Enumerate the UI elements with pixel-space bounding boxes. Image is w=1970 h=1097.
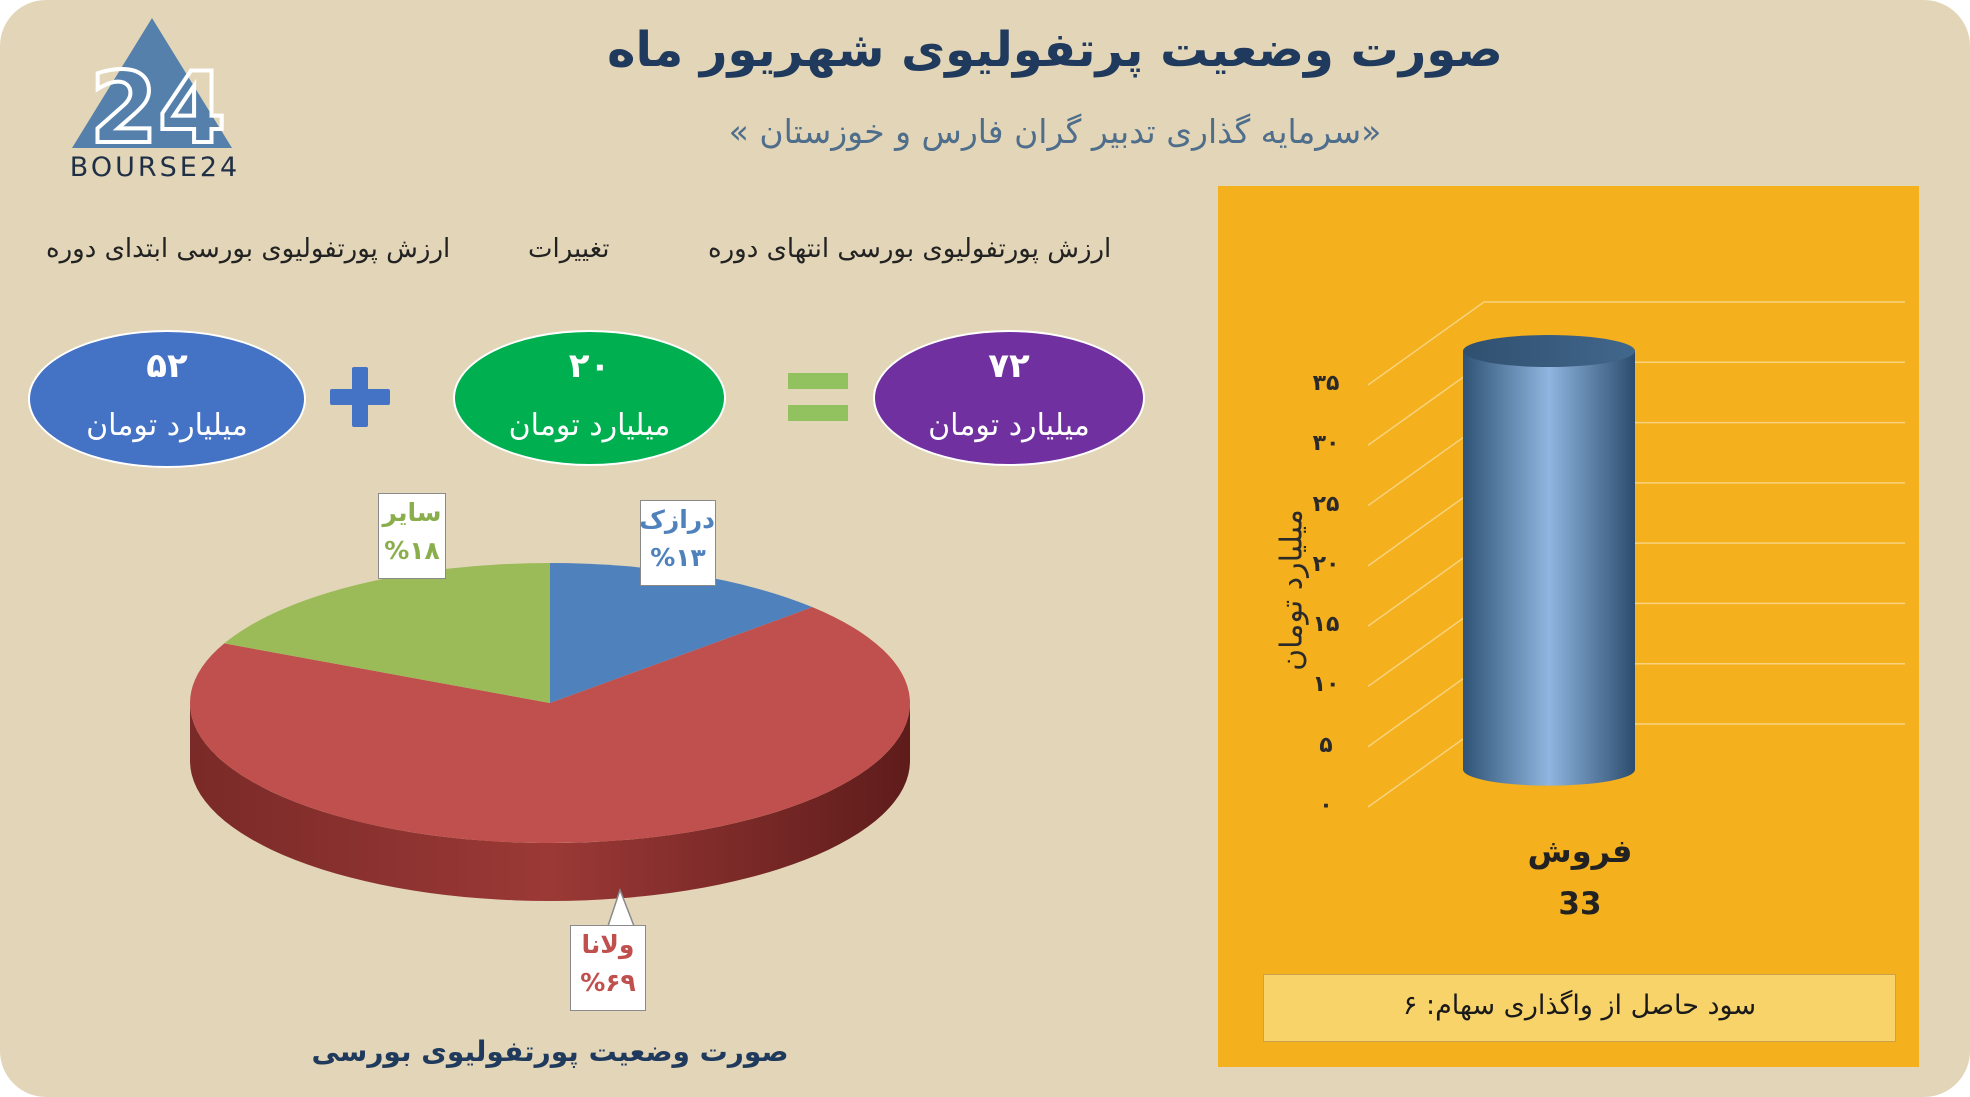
bar-gridline [1367, 542, 1905, 627]
page-title: صورت وضعیت پرتفولیوی شهریور ماه [607, 22, 1503, 78]
bar-y-tick-label: ۳۰ [1312, 431, 1340, 457]
bar-gridline [1367, 662, 1905, 748]
pie-label-vlana-name: ولانا [581, 930, 635, 959]
end-value-ellipse: ۷۲ میلیارد تومان [873, 330, 1145, 466]
plus-icon [330, 367, 390, 427]
bar-y-tick-label: ۲۵ [1312, 491, 1340, 517]
pie-label-darazak: درازک %۱۳ [639, 500, 716, 586]
bar-y-axis-label: میلیارد تومان [1274, 509, 1310, 671]
end-value-number: ۷۲ [988, 346, 1030, 386]
bar-gridline [1367, 421, 1905, 507]
pie-label-vlana: ولانا %۶۹ [570, 925, 646, 1011]
bar-y-tick-label: ۰ [1319, 793, 1333, 818]
bar-cylinder [1463, 351, 1635, 786]
equals-icon [788, 373, 848, 423]
pie-label-sayer: سایر %۱۸ [378, 493, 446, 579]
pie-slice-2 [224, 563, 550, 703]
profit-box: سود حاصل از واگذاری سهام: ۶ [1263, 974, 1896, 1042]
bar-gridline [1367, 602, 1905, 688]
pie-label-sayer-value: %۱۸ [384, 536, 440, 565]
bar-value-label: 33 [1558, 886, 1602, 922]
pie-label-darazak-value: %۱۳ [650, 543, 706, 572]
logo: 24 BOURSE24 [60, 14, 250, 184]
bar-gridline [1367, 361, 1905, 446]
bar-gridline [1367, 723, 1905, 808]
page-subtitle: «سرمایه گذاری تدبیر گران فارس و خوزستان … [728, 112, 1382, 151]
bar-y-tick-label: ۲۰ [1312, 551, 1340, 577]
pie-slice-0 [550, 563, 813, 703]
label-start-value: ارزش پورتفولیوی بورسی ابتدای دوره [46, 234, 451, 264]
start-value-ellipse: ۵۲ میلیارد تومان [28, 330, 306, 468]
pie-label-vlana-value: %۶۹ [580, 968, 636, 997]
pie-side-wall [190, 703, 910, 901]
change-value-unit: میلیارد تومان [508, 408, 671, 443]
bar-category-label: فروش [1527, 832, 1633, 870]
start-value-unit: میلیارد تومان [86, 408, 248, 443]
bar-gridline [1367, 301, 1905, 386]
logo-text: BOURSE24 [69, 152, 241, 183]
pie-chart [189, 563, 911, 901]
bar-y-tick-label: ۱۵ [1312, 612, 1340, 638]
end-value-unit: میلیارد تومان [928, 408, 1090, 443]
change-value-number: ۲۰ [568, 346, 611, 386]
pie-slice-1 [189, 607, 911, 843]
pie-chart-title: صورت وضعیت پورتفولیوی بورسی [311, 1035, 789, 1068]
bar-y-tick-label: ۱۰ [1312, 672, 1340, 698]
pie-label-sayer-name: سایر [382, 498, 442, 527]
start-value-number: ۵۲ [146, 346, 188, 386]
bar-cylinder-top [1463, 335, 1635, 368]
pie-label-darazak-name: درازک [639, 505, 715, 534]
bar-y-tick-label: ۵ [1319, 732, 1333, 758]
bar-gridline [1367, 482, 1905, 567]
change-value-ellipse: ۲۰ میلیارد تومان [453, 330, 726, 466]
logo-glyph: 24 [90, 52, 226, 166]
label-end-value: ارزش پورتفولیوی بورسی انتهای دوره [708, 234, 1112, 264]
label-changes: تغییرات [528, 234, 610, 264]
bar-y-tick-label: ۳۵ [1312, 371, 1340, 396]
